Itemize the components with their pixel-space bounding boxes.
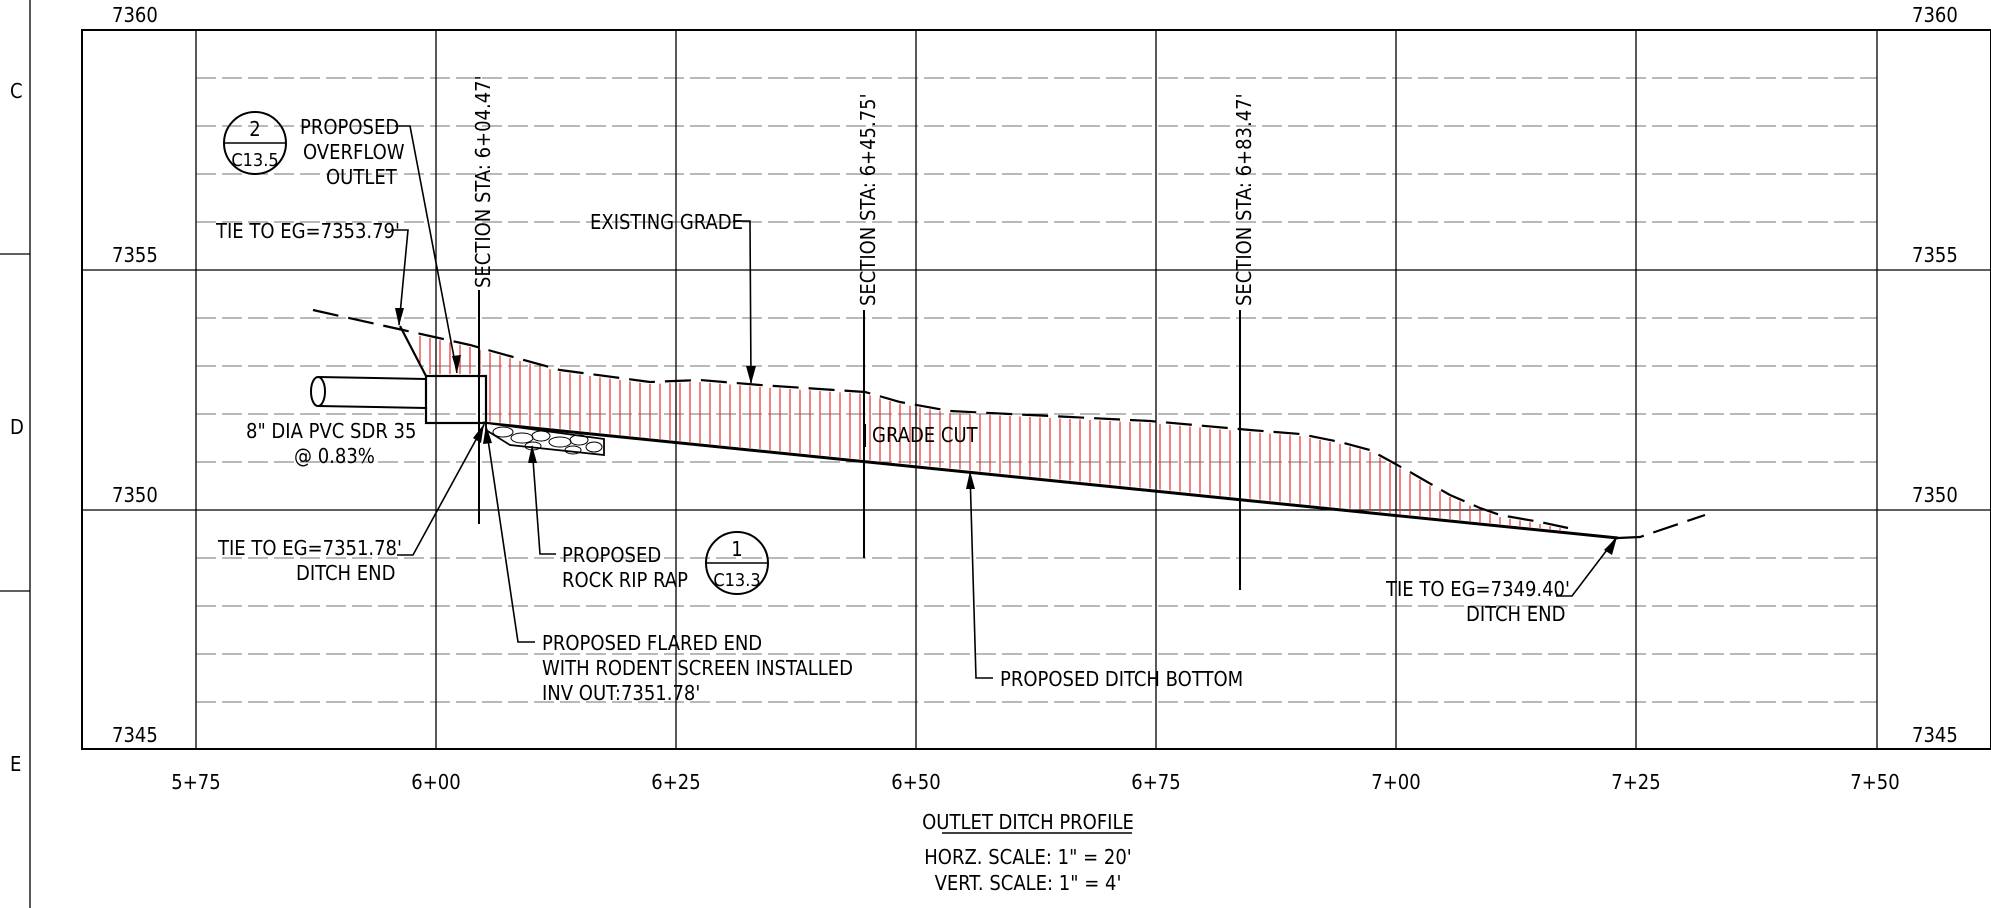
tie-right-label-1: TIE TO EG=7349.40' [1385, 577, 1570, 601]
flared-label-1: PROPOSED FLARED END [542, 631, 762, 655]
vertical-scale: VERT. SCALE: 1" = 4' [935, 871, 1122, 895]
station-650: 6+50 [891, 770, 940, 794]
station-600: 6+00 [411, 770, 460, 794]
elev-right-7360: 7360 [1912, 3, 1958, 27]
detail-2-number: 2 [249, 117, 260, 141]
tie-right-label-2: DITCH END [1466, 602, 1565, 626]
tie-left-leader [397, 424, 485, 556]
row-label-d: D [10, 415, 24, 439]
profile-title: OUTLET DITCH PROFILE [922, 810, 1134, 834]
flared-arrow-icon [483, 425, 492, 444]
existing-grade-leader [733, 220, 752, 384]
row-label-c: C [10, 79, 23, 103]
riprap-arrow-icon [528, 445, 537, 463]
overflow-outlet-box [424, 374, 488, 425]
overflow-arrow-icon [452, 355, 461, 373]
ditch-bottom-leader [969, 471, 993, 679]
overflow-label-1: PROPOSED [300, 115, 399, 139]
station-625: 6+25 [651, 770, 700, 794]
overflow-label-2: OVERFLOW [303, 140, 405, 164]
riprap-label-2: ROCK RIP RAP [562, 568, 688, 592]
pipe-label-1: 8" DIA PVC SDR 35 [246, 419, 416, 443]
elev-right-7350: 7350 [1912, 483, 1958, 507]
elev-right-7345: 7345 [1912, 723, 1958, 747]
ditch-bottom-label: PROPOSED DITCH BOTTOM [1000, 667, 1243, 691]
pipe-label-2: @ 0.83% [294, 444, 375, 468]
overflow-label-3: OUTLET [326, 165, 398, 189]
section-label-683: SECTION STA: 6+83.47' [1232, 93, 1256, 306]
elev-left-7360: 7360 [112, 3, 158, 27]
tie-left-label-2: DITCH END [296, 561, 395, 585]
tie-left-label-1: TIE TO EG=7351.78' [217, 536, 402, 560]
flared-leader [485, 425, 535, 643]
detail-1-number: 1 [731, 537, 742, 561]
station-labels: 5+75 6+00 6+25 6+50 6+75 7+00 7+25 7+50 [171, 770, 1899, 794]
horizontal-scale: HORZ. SCALE: 1" = 20' [924, 845, 1131, 869]
detail-callout-1[interactable]: 1 C13.3 [705, 531, 769, 595]
riprap-leader [531, 445, 556, 555]
existing-grade-arrow-icon [746, 366, 756, 384]
detail-callout-2[interactable]: 2 C13.5 [223, 111, 287, 175]
section-labels: SECTION STA: 6+04.47' SECTION STA: 6+45.… [471, 75, 1256, 306]
elev-left-7345: 7345 [112, 723, 158, 747]
elev-left-7355: 7355 [112, 243, 158, 267]
existing-grade-line-right [1617, 513, 1706, 540]
section-label-645: SECTION STA: 6+45.75' [856, 93, 880, 306]
pvc-pipe [310, 376, 427, 409]
section-label-604: SECTION STA: 6+04.47' [471, 75, 495, 288]
row-label-e: E [10, 752, 21, 776]
elev-left-7350: 7350 [112, 483, 158, 507]
station-675: 6+75 [1131, 770, 1180, 794]
tie-right-arrow-icon [1604, 537, 1617, 555]
flared-label-3: INV OUT:7351.78' [542, 681, 700, 705]
station-750: 7+50 [1850, 770, 1899, 794]
sheet-row-strip: C D E [0, 0, 31, 908]
ditch-end-slope [399, 325, 427, 377]
ditch-bottom-arrow-icon [966, 471, 975, 489]
tie-top-leader [392, 229, 409, 326]
detail-2-sheet: C13.5 [231, 150, 278, 171]
existing-grade-line [312, 308, 1569, 530]
detail-1-sheet: C13.3 [713, 570, 760, 591]
tie-right-leader [1556, 537, 1617, 597]
proposed-ditch-bottom-line [482, 421, 1619, 540]
minor-gridlines [196, 77, 1877, 703]
station-700: 7+00 [1371, 770, 1420, 794]
flared-label-2: WITH RODENT SCREEN INSTALLED [542, 656, 853, 680]
grade-cut-label: GRADE CUT [872, 423, 979, 447]
elev-right-7355: 7355 [1912, 243, 1958, 267]
overflow-leader [395, 125, 458, 374]
tie-left-arrow-icon [473, 424, 484, 443]
station-725: 7+25 [1611, 770, 1660, 794]
tie-top-label: TIE TO EG=7353.79' [215, 219, 400, 243]
grade-cut-hatch [419, 335, 1561, 531]
riprap-label-1: PROPOSED [562, 543, 661, 567]
existing-grade-label: EXISTING GRADE [590, 210, 743, 234]
station-575: 5+75 [171, 770, 220, 794]
profile-grid [81, 29, 1991, 750]
tie-top-arrow-icon [395, 308, 404, 326]
elevation-labels: 7360 7355 7350 7345 7360 7355 7350 7345 [112, 3, 1958, 747]
